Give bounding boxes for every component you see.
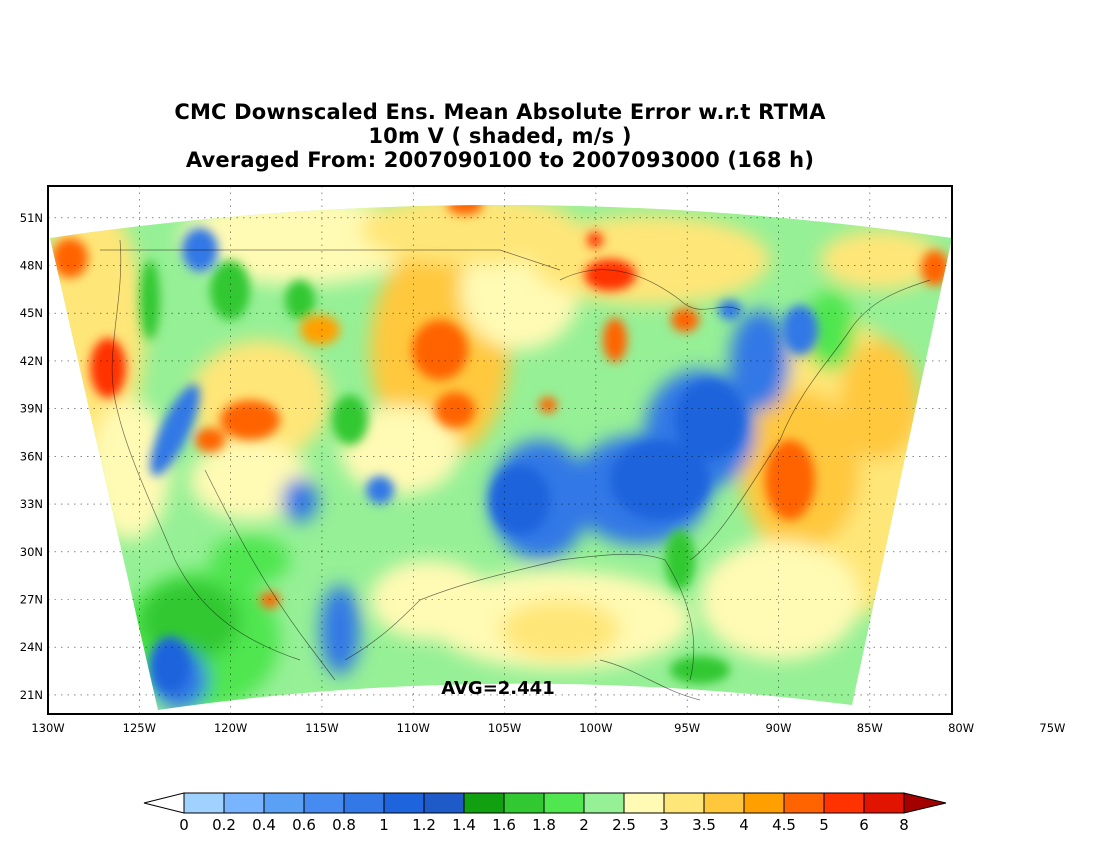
colorbar-swatch	[503, 792, 545, 814]
colorbar-label: 5	[819, 816, 829, 834]
lon-tick-label: 125W	[123, 721, 156, 735]
lon-tick-label: 80W	[948, 721, 974, 735]
colorbar-label: 0	[179, 816, 189, 834]
colorbar-label: 0.4	[252, 816, 276, 834]
lat-tick-label: 30N	[20, 545, 43, 559]
lat-tick-label: 51N	[20, 211, 43, 225]
colorbar-label: 1.4	[452, 816, 476, 834]
colorbar-label: 4	[739, 816, 749, 834]
lat-tick-label: 48N	[20, 259, 43, 273]
colorbar-label: 0.6	[292, 816, 316, 834]
lat-tick-label: 45N	[20, 306, 43, 320]
lat-tick-label: 21N	[20, 688, 43, 702]
lat-tick-labels: 21N 24N 27N 30N 33N 36N 39N 42N 45N 48N 51N	[20, 211, 43, 702]
colorbar-swatch	[303, 792, 345, 814]
lon-tick-label: 130W	[31, 721, 64, 735]
plot-title: CMC Downscaled Ens. Mean Absolute Error …	[0, 100, 1000, 172]
lat-tick-label: 36N	[20, 449, 43, 463]
lon-tick-labels: 130W 125W 120W 115W 110W 105W 100W 95W 90W 85W 80W…	[31, 721, 1065, 735]
colorbar-label: 2.5	[612, 816, 636, 834]
colorbar-swatch	[543, 792, 585, 814]
colorbar-label: 0.8	[332, 816, 356, 834]
colorbar-swatch	[823, 792, 865, 814]
title-line-2: 10m V ( shaded, m/s )	[368, 124, 632, 148]
graticule	[48, 186, 952, 714]
lon-tick-label: 85W	[857, 721, 883, 735]
lat-tick-label: 24N	[20, 640, 43, 654]
colorbar-label: 3	[659, 816, 669, 834]
lat-tick-label: 42N	[20, 354, 43, 368]
colorbar-under-triangle	[143, 792, 185, 814]
colorbar-swatch	[623, 792, 665, 814]
title-line-1: CMC Downscaled Ens. Mean Absolute Error …	[174, 100, 826, 124]
colorbar-swatch	[663, 792, 705, 814]
colorbar-swatch	[223, 792, 265, 814]
avg-label: AVG=2.441	[441, 678, 554, 699]
colorbar-label: 2	[579, 816, 589, 834]
coastlines	[100, 239, 931, 701]
colorbar-label: 3.5	[692, 816, 716, 834]
colorbar-swatch	[423, 792, 465, 814]
colorbar-swatch	[583, 792, 625, 814]
lon-tick-label: 115W	[305, 721, 338, 735]
lon-tick-label: 100W	[579, 721, 612, 735]
colorbar-label: 1.6	[492, 816, 516, 834]
lon-tick-label: 110W	[397, 721, 430, 735]
lat-tick-label: 39N	[20, 402, 43, 416]
colorbar-labels: 0 0.2 0.4 0.6 0.8 1 1.2 1.4 1.6 1.8 2 2.5 3 3.5 4 4.5 5 6…	[179, 816, 909, 834]
colorbar-swatch	[783, 792, 825, 814]
colorbar-swatch	[703, 792, 745, 814]
colorbar-swatch	[263, 792, 305, 814]
colorbar-label: 6	[859, 816, 869, 834]
lon-tick-label: 75W	[1039, 721, 1065, 735]
colorbar-label: 4.5	[772, 816, 796, 834]
lon-tick-label: 105W	[488, 721, 521, 735]
colorbar-swatch	[183, 792, 225, 814]
lat-tick-label: 33N	[20, 497, 43, 511]
lat-tick-label: 27N	[20, 592, 43, 606]
colorbar-swatch	[343, 792, 385, 814]
map-frame	[47, 185, 953, 715]
colorbar-swatch	[463, 792, 505, 814]
colorbar-swatch	[383, 792, 425, 814]
colorbar-label: 1.2	[412, 816, 436, 834]
shaded-field	[50, 205, 952, 710]
colorbar-over-triangle	[903, 792, 947, 814]
colorbar-swatch	[863, 792, 905, 814]
lon-tick-label: 120W	[214, 721, 247, 735]
colorbar-label: 1	[379, 816, 389, 834]
colorbar-swatch	[743, 792, 785, 814]
colorbar-label: 8	[899, 816, 909, 834]
colorbar-label: 0.2	[212, 816, 236, 834]
lon-tick-label: 95W	[674, 721, 700, 735]
title-line-3: Averaged From: 2007090100 to 2007093000 …	[185, 148, 815, 172]
colorbar-label: 1.8	[532, 816, 556, 834]
lon-tick-label: 90W	[765, 721, 791, 735]
